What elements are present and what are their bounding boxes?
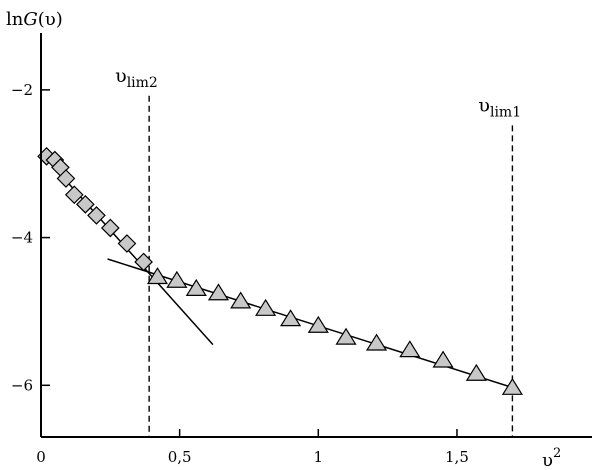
diamond-point	[56, 169, 76, 188]
fit-lines	[40, 152, 513, 389]
diamond-point	[134, 252, 153, 272]
triangle-point	[399, 340, 421, 358]
y-axis-label: lnG(υ)	[6, 9, 63, 30]
y-tick-label: −2	[11, 81, 33, 99]
x-axis-label-sup: 2	[553, 446, 561, 461]
x-axis-label-base: υ	[542, 450, 553, 470]
limit-label: υlim1	[478, 94, 521, 120]
x-tick-label: 0,5	[168, 448, 192, 466]
limit-label-base: υ	[478, 94, 490, 116]
triangle-point	[432, 350, 454, 368]
axis-ticks: 0 0,5 1 1,5 −2 −4 −6	[11, 81, 469, 466]
triangle-point	[307, 315, 329, 333]
y-axis-label-prefix: ln	[6, 9, 24, 30]
diamond-point	[87, 206, 106, 225]
triangle-point	[146, 267, 169, 285]
x-tick-label: 1	[314, 448, 324, 466]
y-tick-label: −6	[11, 376, 33, 394]
triangle-point	[255, 298, 277, 316]
limit-label-sub: lim1	[490, 104, 521, 120]
diamond-point	[100, 218, 120, 238]
triangle-point	[335, 327, 357, 345]
x-axis-label: υ2	[542, 446, 561, 470]
y-tick-label: −4	[11, 229, 33, 247]
triangle-point	[166, 270, 188, 288]
x-tick-label: 0	[36, 448, 46, 466]
y-axis-label-suffix: (υ)	[38, 9, 63, 30]
limit-label: υlim2	[115, 65, 158, 91]
triangle-point	[365, 333, 388, 351]
limit-label-sub: lim2	[127, 75, 158, 91]
diamond-point	[76, 195, 95, 214]
diamond-point	[64, 185, 84, 205]
data-points	[37, 146, 523, 395]
x-tick-label: 1,5	[445, 448, 469, 466]
y-axis-label-var: G	[23, 9, 37, 30]
triangle-point	[185, 278, 207, 296]
limit-label-base: υ	[115, 65, 127, 87]
triangle-point	[230, 291, 252, 309]
triangle-point	[465, 363, 487, 381]
triangle-point	[501, 377, 523, 395]
triangle-point	[279, 309, 302, 327]
triangle-point	[207, 283, 230, 301]
fit-line	[107, 258, 513, 389]
diamond-point	[117, 234, 137, 253]
